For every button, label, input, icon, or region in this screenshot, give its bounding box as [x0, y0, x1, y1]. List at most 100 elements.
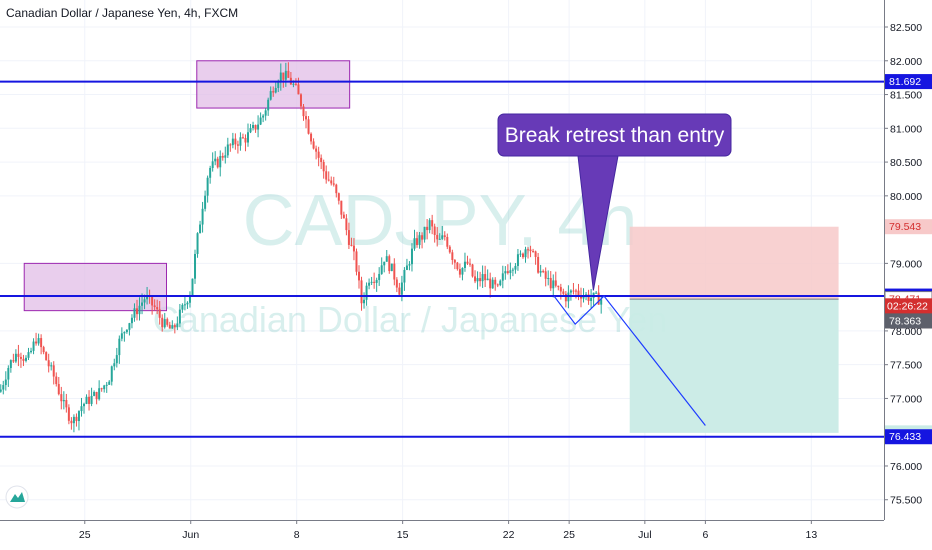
- time-tick-label: 8: [294, 529, 300, 541]
- candle-body: [375, 279, 378, 283]
- candle-body: [504, 271, 507, 274]
- candle-body: [204, 195, 207, 209]
- candle-body: [244, 137, 247, 143]
- candle-body: [360, 280, 363, 304]
- candle-body: [496, 284, 499, 286]
- price-label-bg: [885, 219, 932, 235]
- candle-body: [403, 269, 406, 283]
- candle-body: [22, 358, 25, 361]
- candle-body: [595, 292, 598, 294]
- candle-body: [347, 230, 350, 245]
- candle-body: [60, 394, 63, 402]
- candle-body: [191, 278, 194, 296]
- candle-body: [143, 299, 146, 303]
- candle-body: [42, 347, 45, 353]
- candle-body: [138, 305, 141, 315]
- candle-body: [0, 389, 2, 392]
- candle-body: [322, 162, 325, 172]
- candle-body: [85, 396, 88, 404]
- candle-body: [118, 338, 121, 356]
- candle-body: [557, 285, 560, 288]
- candle-body: [55, 376, 58, 385]
- candle-body: [564, 293, 567, 302]
- candle-body: [532, 250, 535, 252]
- price-tick-label: 82.500: [890, 22, 922, 34]
- candle-body: [421, 235, 424, 240]
- candle-body: [345, 218, 348, 231]
- candle-body: [514, 265, 517, 270]
- candle-body: [330, 180, 333, 184]
- candle-body: [95, 391, 98, 400]
- candle-body: [252, 124, 255, 129]
- candle-body: [597, 292, 600, 305]
- price-tick-label: 78.000: [890, 326, 922, 338]
- candle-body: [214, 158, 217, 162]
- candle-body: [352, 245, 355, 252]
- candle-body: [267, 99, 270, 111]
- price-label-text: 76.433: [889, 431, 921, 443]
- candle-body: [35, 341, 38, 344]
- candle-body: [451, 252, 454, 260]
- candle-body: [279, 72, 282, 83]
- candle-body: [9, 360, 12, 369]
- candle-body: [254, 124, 257, 130]
- candle-body: [466, 261, 469, 264]
- callout-text: Break retrest than entry: [505, 124, 725, 147]
- candle-body: [2, 385, 5, 390]
- candle-body: [479, 278, 482, 282]
- price-tick-label: 76.000: [890, 461, 922, 473]
- candle-body: [206, 177, 209, 196]
- candle-body: [312, 141, 315, 149]
- candle-body: [62, 399, 65, 402]
- time-tick-label: Jul: [638, 529, 651, 541]
- candle-body: [194, 253, 197, 279]
- candle-body: [24, 357, 27, 361]
- candle-body: [70, 420, 73, 424]
- candle-body: [395, 279, 398, 288]
- candle-body: [418, 235, 421, 246]
- candle-body: [307, 119, 310, 134]
- candle-body: [153, 305, 156, 308]
- price-tick-label: 75.500: [890, 495, 922, 507]
- candle-body: [428, 220, 431, 231]
- supply-demand-zone: [196, 60, 351, 109]
- candle-body: [30, 350, 33, 353]
- price-label-last: 02:26:22 78.363: [885, 298, 932, 329]
- candle-body: [484, 274, 487, 281]
- price-tick-label: 81.500: [890, 90, 922, 102]
- candle-body: [120, 333, 123, 339]
- candle-body: [380, 265, 383, 274]
- chart-title: Canadian Dollar / Japanese Yen, 4h, FXCM: [6, 6, 239, 20]
- candle-body: [234, 138, 237, 145]
- candle-body: [310, 133, 313, 142]
- candle-body: [12, 360, 15, 362]
- candle-body: [408, 264, 411, 266]
- candle-body: [37, 338, 40, 344]
- candle-body: [544, 271, 547, 279]
- watermark-name: Canadian Dollar / Japanese Yen: [153, 299, 667, 340]
- price-tick-label: 77.000: [890, 393, 922, 405]
- candle-body: [88, 396, 91, 404]
- candle-body: [332, 183, 335, 185]
- tradingview-logo-icon: [5, 485, 29, 509]
- candle-body: [257, 124, 260, 130]
- candle-body: [383, 261, 386, 266]
- candle-body: [226, 144, 229, 156]
- candle-body: [178, 309, 181, 324]
- supply-demand-zone: [23, 262, 168, 312]
- time-tick-label: 15: [397, 529, 409, 541]
- candle-body: [441, 235, 444, 239]
- candle-body: [272, 91, 275, 93]
- time-tick-label: 25: [79, 529, 91, 541]
- candle-body: [40, 338, 43, 348]
- candle-body: [287, 70, 290, 78]
- candle-body: [262, 115, 265, 118]
- candle-body: [350, 244, 353, 246]
- candle-body: [135, 308, 138, 315]
- candle-body: [519, 253, 522, 255]
- candle-body: [264, 110, 267, 116]
- price-tick-label: 82.000: [890, 56, 922, 68]
- candle-body: [211, 161, 214, 168]
